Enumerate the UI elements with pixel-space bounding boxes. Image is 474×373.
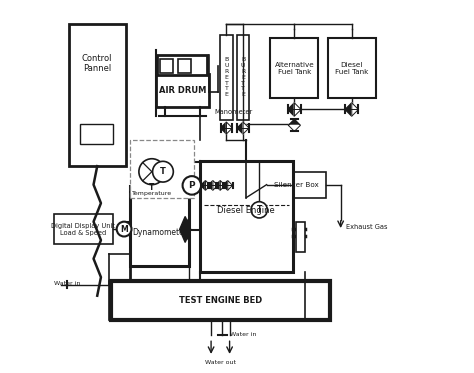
Polygon shape xyxy=(228,181,233,190)
Bar xyxy=(129,140,194,198)
Text: Dynamometer: Dynamometer xyxy=(132,228,187,237)
Text: B
U
R
E
T
T
E: B U R E T T E xyxy=(224,57,228,97)
Polygon shape xyxy=(220,122,227,134)
Text: TEST ENGINE BED: TEST ENGINE BED xyxy=(179,296,262,305)
Bar xyxy=(220,35,233,120)
Text: Control
Pannel: Control Pannel xyxy=(82,54,112,73)
Text: Water in: Water in xyxy=(54,281,80,286)
Polygon shape xyxy=(220,181,225,190)
Text: Silencer Box: Silencer Box xyxy=(274,182,319,188)
Polygon shape xyxy=(237,122,243,134)
Circle shape xyxy=(251,202,267,218)
Bar xyxy=(160,59,173,73)
Polygon shape xyxy=(182,218,189,241)
Polygon shape xyxy=(345,103,352,116)
Bar xyxy=(296,222,305,252)
Bar xyxy=(69,23,126,166)
Bar xyxy=(80,123,113,144)
Bar xyxy=(328,38,376,98)
Text: Exhaust Gas: Exhaust Gas xyxy=(346,224,388,230)
Polygon shape xyxy=(227,122,232,134)
Bar xyxy=(237,35,249,120)
Text: Water out: Water out xyxy=(205,360,236,365)
Text: AIR DRUM: AIR DRUM xyxy=(158,86,206,95)
Circle shape xyxy=(139,159,165,185)
Polygon shape xyxy=(216,181,220,190)
Bar xyxy=(157,55,208,75)
Bar xyxy=(266,172,326,198)
Bar xyxy=(200,161,292,272)
Text: T: T xyxy=(256,205,262,214)
Polygon shape xyxy=(201,181,206,190)
Polygon shape xyxy=(243,122,249,134)
Bar xyxy=(54,214,113,244)
Bar xyxy=(270,38,319,98)
Circle shape xyxy=(182,176,201,195)
Text: T: T xyxy=(160,167,166,176)
Text: M: M xyxy=(120,225,128,233)
Polygon shape xyxy=(180,216,191,242)
Text: Water in: Water in xyxy=(229,332,256,337)
Polygon shape xyxy=(352,103,358,116)
Text: Diesel Engine: Diesel Engine xyxy=(218,206,275,215)
Polygon shape xyxy=(213,181,218,190)
Polygon shape xyxy=(289,119,301,125)
Text: Alternative
Fuel Tank: Alternative Fuel Tank xyxy=(274,62,314,75)
Text: B
U
R
E
T
T
E: B U R E T T E xyxy=(241,57,246,97)
Bar xyxy=(129,186,189,266)
Polygon shape xyxy=(223,181,228,190)
Circle shape xyxy=(117,222,131,236)
Bar xyxy=(178,59,191,73)
Text: Diesel
Fuel Tank: Diesel Fuel Tank xyxy=(335,62,368,75)
Text: Manometer: Manometer xyxy=(215,109,253,116)
Text: T: T xyxy=(149,183,155,192)
Text: P: P xyxy=(189,181,195,190)
Bar xyxy=(155,73,209,107)
Polygon shape xyxy=(288,103,294,116)
Polygon shape xyxy=(208,181,213,190)
Polygon shape xyxy=(289,125,301,131)
Circle shape xyxy=(153,162,173,182)
Polygon shape xyxy=(206,181,210,190)
Polygon shape xyxy=(294,103,301,116)
Bar xyxy=(111,281,329,320)
Text: Digital Display Unit
Load & Speed: Digital Display Unit Load & Speed xyxy=(51,223,115,236)
Text: Temperature: Temperature xyxy=(132,191,172,196)
